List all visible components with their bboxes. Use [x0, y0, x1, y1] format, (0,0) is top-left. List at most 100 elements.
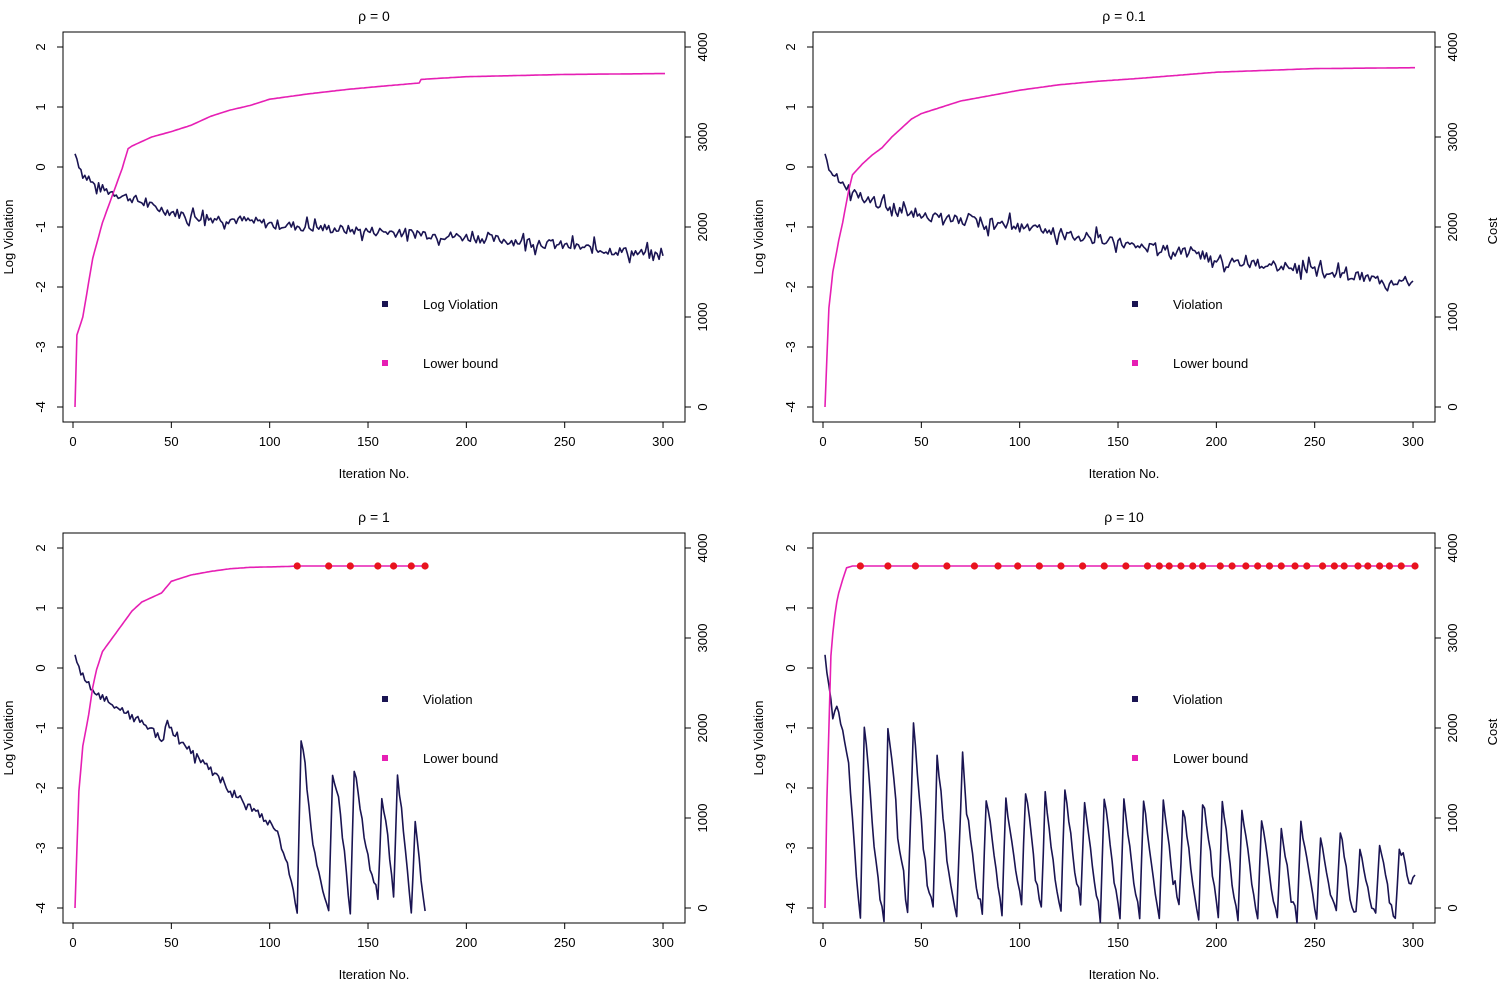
y-tick-label: -3 — [33, 341, 48, 353]
x-axis-label: Iteration No. — [1089, 967, 1160, 982]
bound-marker — [1364, 562, 1372, 570]
bound-marker — [1079, 562, 1087, 570]
y-tick-label: -3 — [33, 842, 48, 854]
bound-marker — [884, 562, 892, 570]
y2-tick-label: 2000 — [1445, 213, 1460, 242]
bound-marker — [1014, 562, 1022, 570]
bound-marker — [1057, 562, 1065, 570]
y-tick-label: -4 — [783, 902, 798, 914]
series-line-lower-bound — [74, 565, 426, 909]
legend-swatch-violation — [382, 696, 388, 702]
y2-tick-label: 4000 — [695, 534, 710, 563]
series-line-violation — [824, 654, 1416, 924]
y2-tick-label: 1000 — [1445, 303, 1460, 332]
y-tick-label: -1 — [783, 722, 798, 734]
bound-marker — [1216, 562, 1224, 570]
y-tick-label: -2 — [33, 281, 48, 293]
x-tick-label: 200 — [456, 434, 478, 449]
y-tick-label: 0 — [783, 664, 798, 671]
legend-label-violation: Violation — [1173, 692, 1223, 707]
y2-tick-label: 2000 — [695, 213, 710, 242]
x-tick-label: 300 — [1402, 434, 1424, 449]
x-tick-label: 250 — [1304, 434, 1326, 449]
y-tick-label: -2 — [33, 782, 48, 794]
bound-marker — [1340, 562, 1348, 570]
bound-marker — [293, 562, 301, 570]
legend-swatch-violation — [1132, 301, 1138, 307]
x-tick-label: 50 — [914, 434, 928, 449]
y-axis-label: Log Violation — [1, 701, 16, 776]
y2-tick-label: 0 — [695, 403, 710, 410]
legend-label-bound: Lower bound — [1173, 356, 1248, 371]
bound-marker — [421, 562, 429, 570]
bound-marker — [856, 562, 864, 570]
y2-tick-label: 2000 — [1445, 714, 1460, 743]
x-tick-label: 50 — [914, 935, 928, 950]
legend-label-bound: Lower bound — [1173, 751, 1248, 766]
x-tick-label: 250 — [1304, 935, 1326, 950]
y2-axis-label: Cost — [1485, 217, 1500, 244]
bound-marker — [911, 562, 920, 570]
bound-marker — [1291, 562, 1299, 570]
y-tick-label: -4 — [33, 902, 48, 914]
y-tick-label: 0 — [33, 664, 48, 671]
y2-tick-label: 0 — [1445, 904, 1460, 911]
y-tick-label: 2 — [783, 544, 798, 551]
bound-marker — [1375, 562, 1384, 570]
legend-label-violation: Violation — [1173, 297, 1223, 312]
bound-marker — [1330, 562, 1338, 570]
y2-tick-label: 4000 — [1445, 534, 1460, 563]
x-tick-label: 300 — [652, 935, 674, 950]
y-tick-label: -1 — [783, 221, 798, 233]
x-tick-label: 150 — [357, 935, 379, 950]
x-tick-label: 100 — [259, 935, 281, 950]
y-tick-label: -3 — [783, 842, 798, 854]
series-line-violation — [824, 153, 1414, 292]
y-tick-label: 1 — [783, 604, 798, 611]
y2-tick-label: 2000 — [695, 714, 710, 743]
bound-marker — [1198, 562, 1207, 570]
y-axis-label: Log Violation — [751, 200, 766, 275]
bound-marker — [1165, 562, 1173, 570]
y-tick-label: -4 — [33, 401, 48, 413]
x-tick-label: 100 — [1009, 434, 1031, 449]
bound-marker — [1122, 562, 1130, 570]
x-tick-label: 50 — [164, 935, 178, 950]
bound-marker — [407, 562, 415, 570]
series-line-lower-bound — [824, 66, 1415, 408]
y2-tick-label: 1000 — [695, 303, 710, 332]
panel-title: ρ = 1 — [358, 509, 390, 525]
x-tick-label: 150 — [1107, 434, 1129, 449]
bound-marker — [1155, 562, 1163, 570]
bound-marker — [1242, 562, 1250, 570]
series-line-violation — [74, 654, 426, 915]
plot-frame — [812, 532, 1436, 924]
legend-swatch-violation — [1132, 696, 1138, 702]
y2-tick-label: 3000 — [1445, 123, 1460, 152]
bound-marker — [1318, 562, 1327, 570]
x-tick-label: 200 — [1206, 935, 1228, 950]
x-tick-label: 50 — [164, 434, 178, 449]
y-tick-label: 2 — [33, 544, 48, 551]
y-tick-label: 2 — [33, 43, 48, 50]
x-tick-label: 0 — [819, 434, 826, 449]
legend-swatch-violation — [382, 301, 388, 307]
bound-marker — [1189, 562, 1197, 570]
x-axis-label: Iteration No. — [339, 967, 410, 982]
y-tick-label: -4 — [783, 401, 798, 413]
bound-marker — [1265, 562, 1274, 570]
bound-marker — [1277, 562, 1285, 570]
bound-marker — [1385, 562, 1394, 570]
panel-title: ρ = 0.1 — [1102, 8, 1146, 24]
y2-axis-label: Cost — [1485, 718, 1500, 745]
legend-label-bound: Lower bound — [423, 356, 498, 371]
x-tick-label: 150 — [1107, 935, 1129, 950]
x-tick-label: 250 — [554, 935, 576, 950]
y-tick-label: -1 — [33, 221, 48, 233]
y2-tick-label: 3000 — [695, 624, 710, 653]
y-tick-label: 2 — [783, 43, 798, 50]
bound-marker — [1143, 562, 1152, 570]
